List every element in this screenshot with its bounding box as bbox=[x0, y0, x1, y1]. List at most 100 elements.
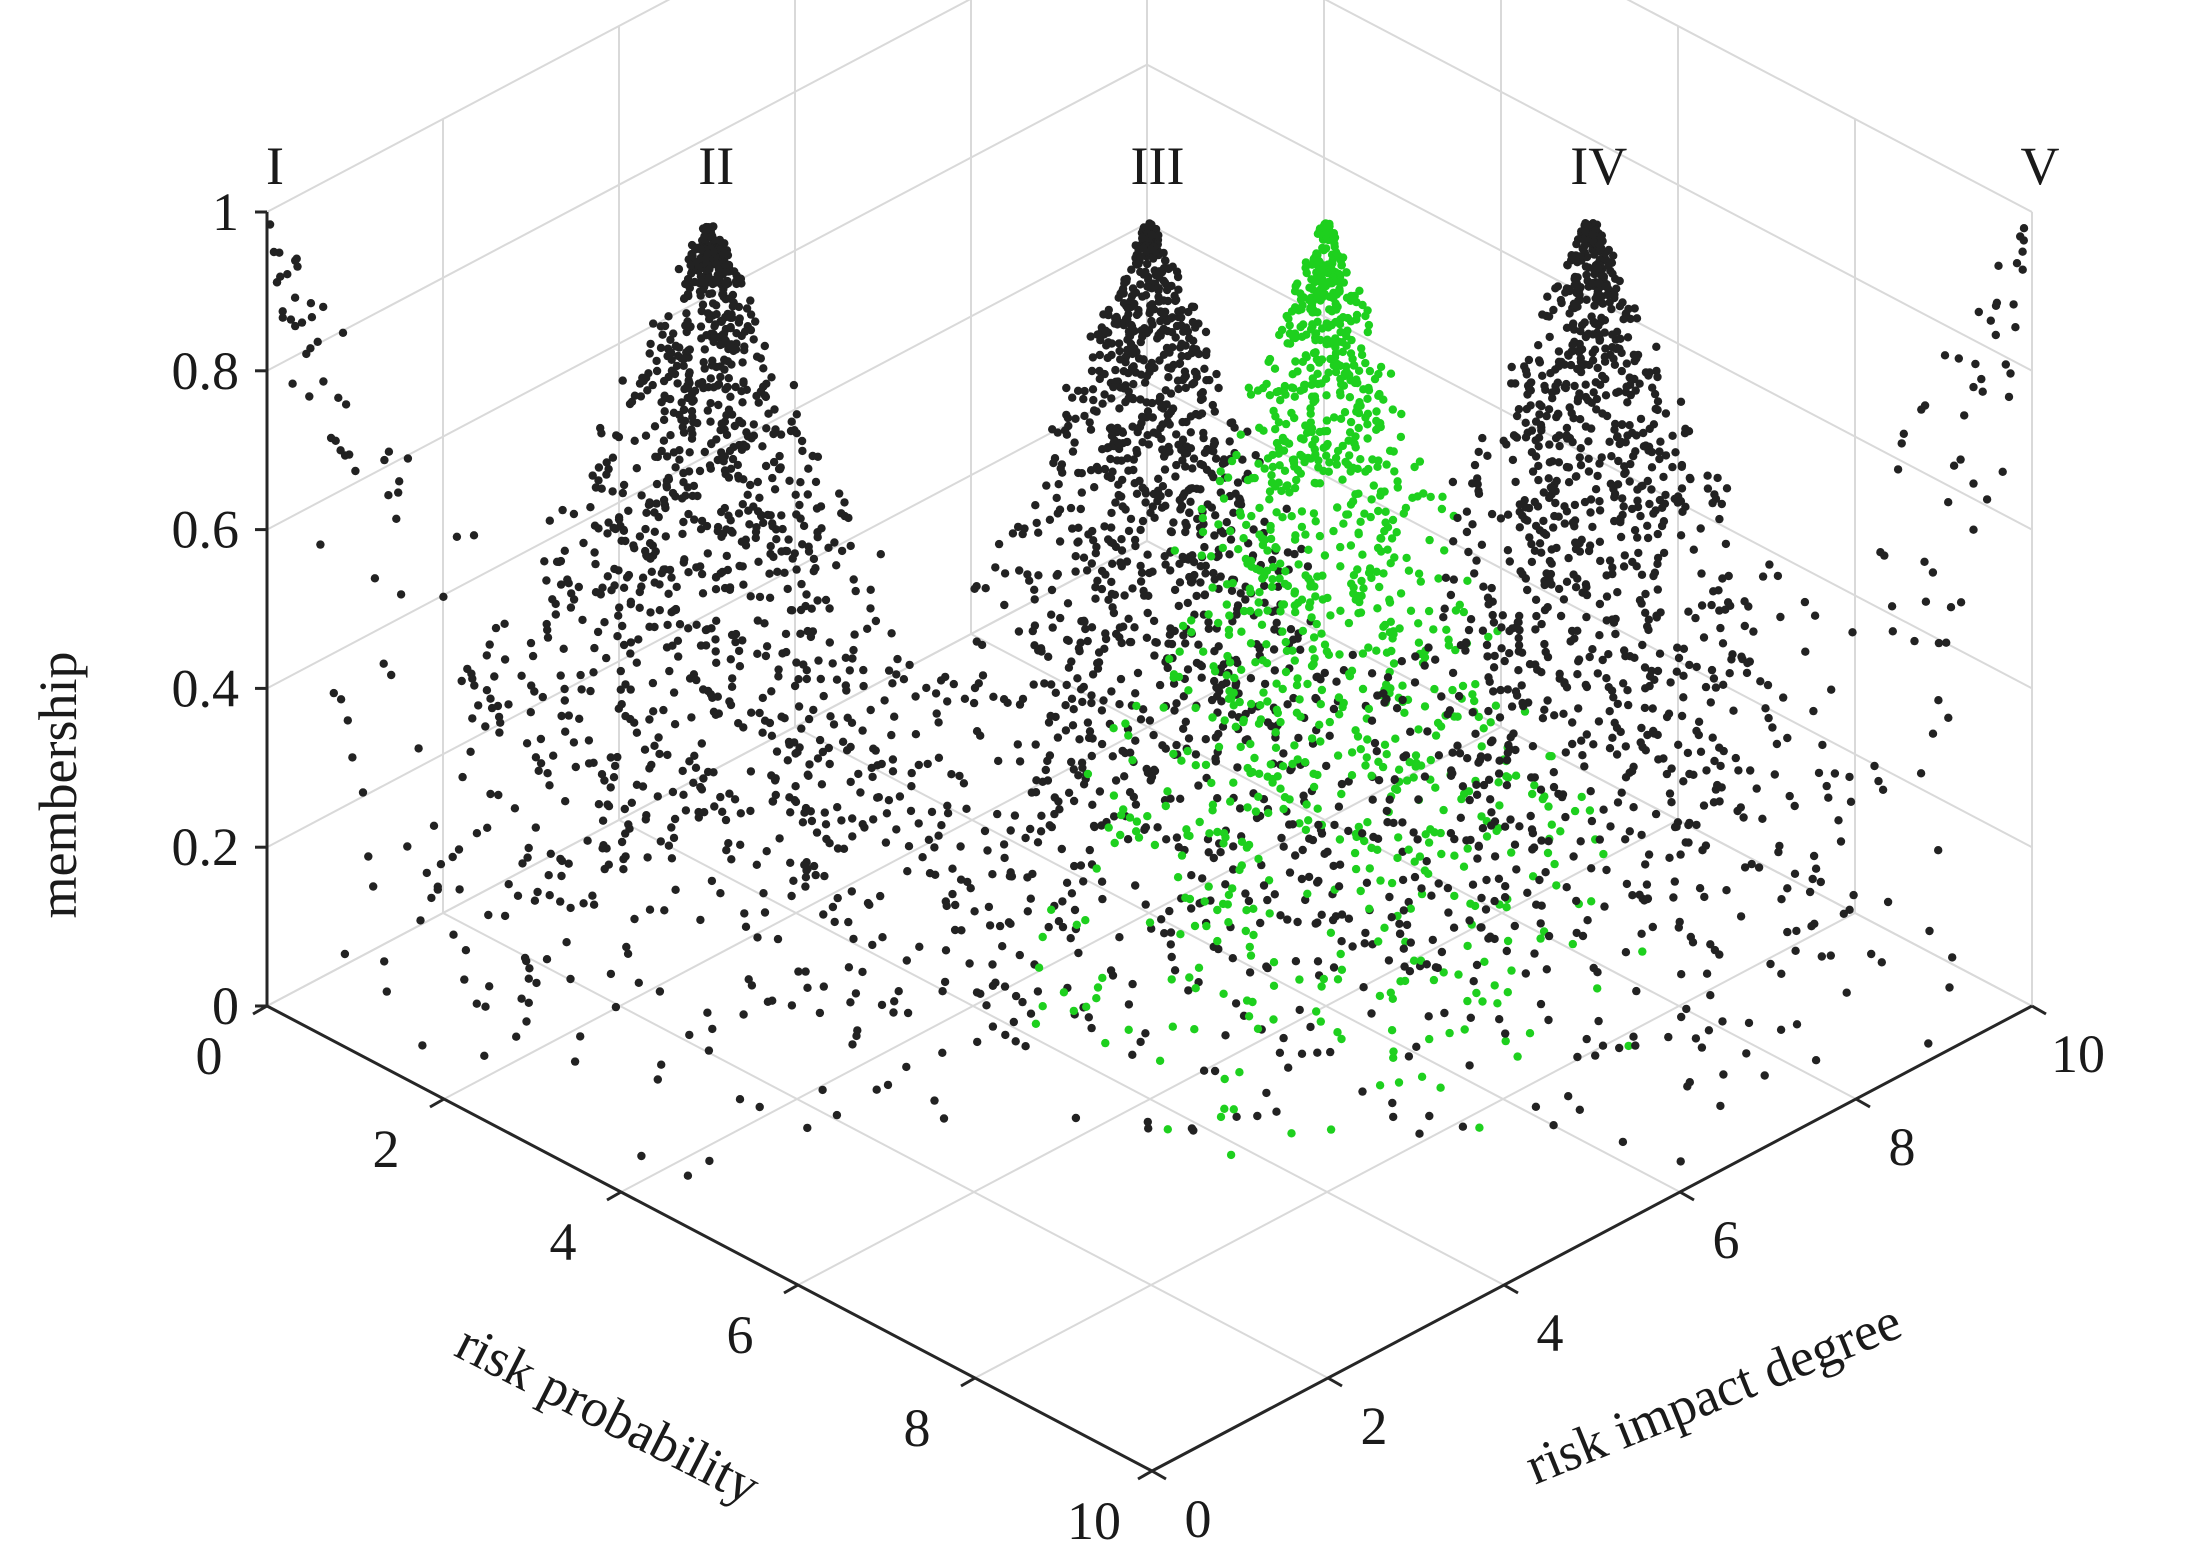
scatter-point bbox=[1673, 643, 1682, 652]
scatter-point bbox=[1219, 494, 1229, 503]
scatter-point bbox=[1010, 811, 1020, 820]
scatter-point bbox=[1429, 625, 1438, 634]
scatter-point bbox=[1206, 552, 1216, 561]
scatter-point bbox=[1006, 826, 1015, 835]
scatter-point bbox=[1466, 615, 1476, 624]
scatter-point bbox=[1214, 618, 1223, 628]
scatter-point bbox=[1265, 391, 1275, 400]
scatter-point bbox=[1530, 497, 1540, 507]
scatter-point bbox=[796, 514, 805, 523]
scatter-point bbox=[721, 815, 731, 825]
scatter-point bbox=[1647, 485, 1656, 494]
scatter-point bbox=[1000, 569, 1010, 578]
scatter-point bbox=[1265, 487, 1275, 496]
scatter-point bbox=[1561, 288, 1570, 297]
scatter-point bbox=[1197, 504, 1207, 514]
scatter-point bbox=[1023, 907, 1032, 916]
scatter-point bbox=[1560, 360, 1569, 369]
scatter-point bbox=[1231, 489, 1240, 498]
scatter-point bbox=[876, 891, 885, 901]
scatter-point bbox=[792, 658, 801, 667]
scatter-point bbox=[830, 538, 839, 547]
scatter-point bbox=[1097, 584, 1107, 594]
scatter-point bbox=[1655, 454, 1664, 464]
scatter-point bbox=[995, 921, 1005, 931]
scatter-point bbox=[1114, 490, 1123, 500]
label-layer: membership risk probability risk impact … bbox=[28, 136, 2105, 1551]
scatter-point bbox=[755, 493, 764, 502]
scatter-point bbox=[1805, 887, 1815, 897]
z-tick-label: 1 bbox=[212, 182, 239, 242]
scatter-point bbox=[1564, 553, 1573, 563]
scatter-point bbox=[1870, 761, 1879, 771]
scatter-point bbox=[486, 694, 495, 703]
scatter-point bbox=[520, 953, 530, 963]
scatter-point bbox=[1124, 1025, 1133, 1035]
scatter-point bbox=[1085, 727, 1095, 736]
scatter-point bbox=[1945, 983, 1954, 992]
scatter-point bbox=[1074, 948, 1083, 958]
scatter-point bbox=[654, 733, 663, 742]
scatter-point bbox=[1074, 644, 1084, 653]
scatter-point bbox=[805, 760, 814, 769]
scatter-point bbox=[604, 518, 613, 527]
scatter-point bbox=[1316, 1017, 1326, 1026]
scatter-point bbox=[673, 636, 683, 645]
scatter-point bbox=[760, 341, 769, 351]
scatter-point bbox=[1619, 502, 1628, 511]
scatter-point bbox=[491, 623, 501, 633]
scatter-point bbox=[1497, 644, 1506, 653]
scatter-point bbox=[1632, 986, 1641, 996]
scatter-point bbox=[1490, 852, 1500, 861]
scatter-point bbox=[1329, 963, 1339, 972]
scatter-point bbox=[1374, 937, 1383, 946]
scatter-point bbox=[1198, 461, 1208, 470]
scatter-point bbox=[396, 590, 406, 599]
scatter-point bbox=[1143, 259, 1152, 269]
scatter-point bbox=[1204, 610, 1213, 619]
scatter-point bbox=[1254, 719, 1264, 728]
scatter-point bbox=[1037, 647, 1046, 656]
scatter-point bbox=[1038, 1002, 1047, 1011]
scatter-point bbox=[1337, 965, 1347, 974]
scatter-point bbox=[717, 419, 726, 428]
scatter-point bbox=[1257, 620, 1267, 629]
scatter-point bbox=[1373, 604, 1382, 613]
scatter-point bbox=[1191, 761, 1201, 770]
scatter-point bbox=[1718, 639, 1728, 648]
scatter-point bbox=[981, 584, 990, 593]
scatter-point bbox=[1359, 584, 1368, 593]
scatter-point bbox=[1160, 278, 1170, 287]
grid-line-z bbox=[1626, 0, 2033, 213]
scatter-point bbox=[1125, 788, 1135, 797]
scatter-point bbox=[708, 222, 718, 231]
scatter-point bbox=[1097, 739, 1107, 749]
scatter-point bbox=[1108, 559, 1117, 568]
scatter-point bbox=[1204, 618, 1213, 627]
scatter-point bbox=[1030, 595, 1039, 604]
grid-line-z bbox=[1324, 0, 2033, 372]
scatter-point bbox=[1177, 313, 1186, 322]
scatter-point bbox=[493, 701, 503, 711]
scatter-point bbox=[1267, 471, 1276, 480]
scatter-point bbox=[1790, 801, 1799, 811]
scatter-point bbox=[1628, 891, 1637, 900]
scatter-point bbox=[583, 836, 592, 845]
scatter-point bbox=[1335, 710, 1344, 719]
scatter-point bbox=[1680, 429, 1690, 438]
scatter-point bbox=[1365, 366, 1375, 376]
scatter-point bbox=[1679, 644, 1689, 653]
scatter-point bbox=[1069, 1006, 1079, 1016]
scatter-point bbox=[1296, 295, 1306, 304]
scatter-point bbox=[1129, 465, 1138, 475]
scatter-point bbox=[1643, 533, 1653, 543]
scatter-point bbox=[1095, 787, 1105, 796]
scatter-point bbox=[1388, 1098, 1397, 1108]
scatter-point bbox=[679, 558, 688, 567]
scatter-point bbox=[485, 982, 494, 991]
scatter-point bbox=[561, 727, 570, 736]
scatter-point bbox=[504, 700, 513, 709]
scatter-point bbox=[1488, 610, 1497, 620]
scatter-point bbox=[1376, 491, 1385, 500]
scatter-point bbox=[1652, 613, 1662, 622]
